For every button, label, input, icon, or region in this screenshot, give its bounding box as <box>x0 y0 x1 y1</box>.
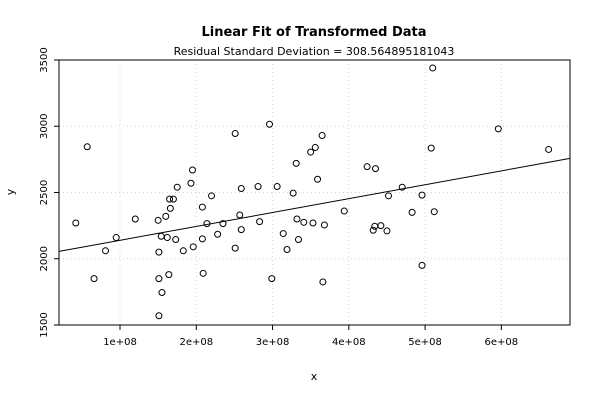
data-point <box>166 204 174 212</box>
data-point <box>166 195 174 203</box>
data-point <box>90 275 98 283</box>
y-tick-label: 2500 <box>39 180 50 205</box>
data-point <box>157 232 165 240</box>
data-point <box>430 208 438 216</box>
data-point <box>112 234 120 242</box>
data-point <box>398 183 406 191</box>
data-point <box>314 175 322 183</box>
data-point <box>340 207 348 215</box>
data-point <box>427 144 435 152</box>
data-point <box>163 234 171 242</box>
y-tick-label: 3000 <box>39 114 50 139</box>
data-point <box>383 227 391 235</box>
data-point <box>83 143 91 151</box>
chart-title: Linear Fit of Transformed Data <box>201 25 426 40</box>
data-point <box>545 145 553 153</box>
data-point <box>172 236 180 244</box>
data-point <box>256 218 264 226</box>
y-tick-label: 2000 <box>39 246 50 271</box>
data-point <box>102 247 110 255</box>
data-point <box>187 179 195 187</box>
data-point <box>266 120 274 128</box>
data-point <box>268 275 276 283</box>
y-axis: 1500 2000 2500 3000 3500 <box>39 47 59 338</box>
data-point <box>320 221 328 229</box>
data-point <box>179 247 187 255</box>
data-point <box>273 183 281 191</box>
chart-subtitle: Residual Standard Deviation = 308.564895… <box>174 45 455 58</box>
data-point <box>289 189 297 197</box>
x-tick-label: 6e+08 <box>485 337 519 348</box>
y-axis-label: y <box>4 188 17 195</box>
data-point <box>155 312 163 320</box>
data-point <box>292 159 300 167</box>
data-point <box>198 235 206 243</box>
data-point <box>214 230 222 238</box>
data-point <box>173 183 181 191</box>
data-point <box>309 219 317 227</box>
data-point <box>384 192 392 200</box>
data-point <box>319 278 327 286</box>
data-point <box>429 64 437 72</box>
data-point <box>188 166 196 174</box>
data-point <box>369 226 377 234</box>
x-axis: 1e+08 2e+08 3e+08 4e+08 5e+08 6e+08 <box>103 325 518 348</box>
data-point <box>189 243 197 251</box>
x-tick-label: 2e+08 <box>179 337 213 348</box>
data-point <box>377 222 385 230</box>
data-point <box>494 125 502 133</box>
y-tick-label: 1500 <box>39 312 50 337</box>
x-tick-label: 1e+08 <box>103 337 137 348</box>
data-point <box>158 289 166 297</box>
data-point <box>311 143 319 151</box>
data-point <box>162 212 170 220</box>
data-point <box>237 226 245 234</box>
data-point <box>408 208 416 216</box>
data-point <box>199 269 207 277</box>
data-point <box>169 195 177 203</box>
data-point <box>131 215 139 223</box>
data-point <box>418 261 426 269</box>
x-tick-label: 5e+08 <box>408 337 442 348</box>
data-point <box>418 191 426 199</box>
data-point <box>154 216 162 224</box>
data-point <box>198 203 206 211</box>
data-point <box>237 185 245 193</box>
data-point <box>219 220 227 228</box>
data-points <box>72 64 553 320</box>
data-point <box>165 271 173 279</box>
data-point <box>300 218 308 226</box>
data-point <box>371 222 379 230</box>
data-point <box>254 183 262 191</box>
x-tick-label: 3e+08 <box>256 337 290 348</box>
data-point <box>318 132 326 140</box>
fit-line <box>58 157 571 252</box>
data-point <box>231 130 239 138</box>
data-point <box>155 248 163 256</box>
data-point <box>236 211 244 219</box>
x-axis-label: x <box>311 370 318 383</box>
data-point <box>72 219 80 227</box>
data-point <box>203 220 211 228</box>
y-tick-label: 3500 <box>39 47 50 72</box>
grid-lines <box>59 59 570 326</box>
data-point <box>283 245 291 253</box>
data-point <box>307 148 315 156</box>
x-tick-label: 4e+08 <box>332 337 366 348</box>
data-point <box>294 236 302 244</box>
data-point <box>372 165 380 173</box>
data-point <box>363 163 371 171</box>
data-point <box>208 192 216 200</box>
data-point <box>293 215 301 223</box>
data-point <box>231 244 239 252</box>
data-point <box>155 275 163 283</box>
data-point <box>279 230 287 238</box>
